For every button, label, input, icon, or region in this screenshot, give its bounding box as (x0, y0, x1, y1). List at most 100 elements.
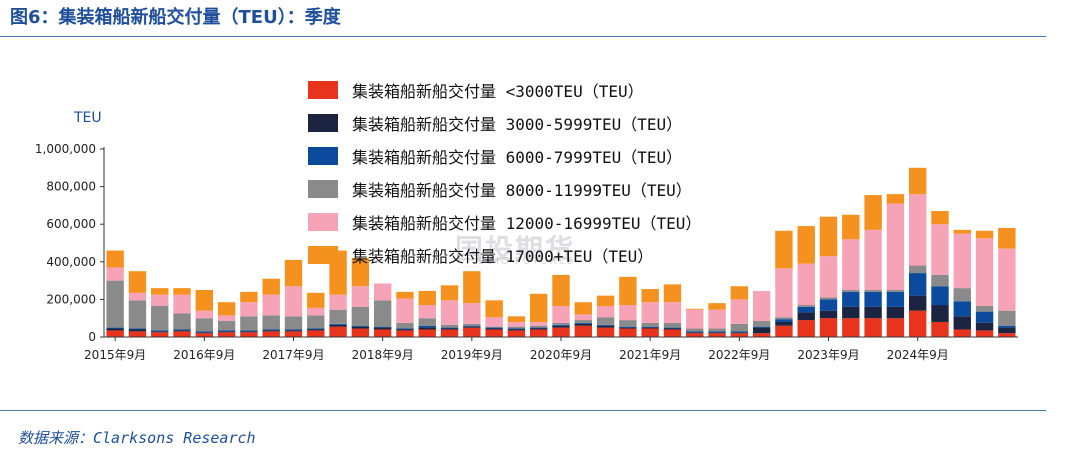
bar-segment-6 (418, 290, 436, 306)
bar-segment-3 (641, 326, 659, 328)
bar-segment-4 (530, 325, 548, 328)
x-tick-label: 2019年9月 (441, 348, 503, 362)
bar-segment-6 (507, 316, 526, 322)
bar-segment-3 (507, 328, 526, 330)
bar-segment-3 (663, 327, 682, 329)
bar-segment-4 (574, 320, 592, 323)
x-tick-label: 2018年9月 (352, 348, 414, 362)
y-tick-label: 200,000 (46, 292, 96, 306)
bar-segment-5 (307, 307, 325, 316)
bar-segment-2 (307, 329, 325, 331)
bar-segment-6 (351, 258, 370, 287)
bar-segment-3 (552, 324, 570, 326)
x-tick-label: 2015年9月 (84, 348, 146, 362)
bar-segment-6 (775, 230, 793, 269)
bar-segment-3 (908, 273, 927, 296)
bar-segment-2 (819, 310, 838, 319)
bar-segment-4 (507, 326, 526, 329)
bar-segment-2 (217, 331, 236, 333)
legend-swatch (308, 114, 338, 132)
bar-segment-5 (262, 294, 280, 316)
bar-segment-1 (284, 331, 303, 337)
bar-segment-4 (931, 274, 949, 287)
bar-segment-3 (440, 327, 459, 329)
x-tick-label: 2016年9月 (173, 348, 235, 362)
bar-segment-4 (552, 322, 570, 325)
bar-segment-6 (128, 271, 147, 293)
bar-segment-6 (240, 291, 258, 303)
bar-segment-5 (752, 290, 771, 322)
bar-segment-2 (908, 295, 927, 311)
y-tick-label: 400,000 (46, 255, 96, 269)
bar-segment-3 (151, 330, 169, 332)
bar-segment-6 (396, 291, 414, 299)
bar-segment-4 (128, 300, 147, 329)
bar-segment-2 (329, 324, 347, 327)
bar-segment-3 (240, 330, 258, 332)
legend-item: 集装箱船新船交付量 6000-7999TEU（TEU） (308, 140, 728, 173)
bar-segment-1 (864, 318, 882, 337)
y-tick-label: 0 (88, 330, 96, 344)
bar-segment-4 (418, 318, 436, 326)
bar-segment-4 (663, 322, 682, 328)
bar-segment-1 (908, 310, 927, 337)
bar-segment-2 (128, 329, 147, 332)
bar-segment-4 (775, 317, 793, 320)
bar-segment-3 (530, 327, 548, 329)
bar-segment-1 (775, 325, 793, 337)
bar-segment-4 (686, 328, 704, 332)
bar-segment-5 (552, 305, 570, 323)
x-tick-label: 2021年9月 (619, 348, 681, 362)
bar-segment-3 (775, 319, 793, 322)
legend-item: 集装箱船新船交付量 17000+TEU（TEU） (308, 239, 728, 272)
bar-segment-3 (686, 331, 704, 333)
bar-segment-5 (507, 321, 526, 327)
bar-segment-6 (998, 227, 1016, 249)
bar-segment-6 (307, 292, 325, 308)
bar-segment-5 (418, 305, 436, 319)
bar-segment-1 (819, 318, 838, 337)
bar-segment-2 (418, 327, 436, 330)
bar-segment-3 (307, 328, 325, 330)
legend-swatch (308, 180, 338, 198)
bar-segment-6 (619, 276, 637, 306)
bar-segment-2 (574, 323, 592, 326)
bar-segment-5 (864, 229, 882, 290)
bar-segment-2 (262, 330, 280, 332)
y-tick-label: 600,000 (46, 217, 96, 231)
bar-segment-3 (574, 322, 592, 324)
bar-segment-3 (797, 306, 815, 313)
bar-segment-6 (663, 284, 682, 303)
bar-segment-2 (485, 328, 503, 330)
bar-segment-2 (396, 329, 414, 331)
x-tick-label: 2020年9月 (530, 348, 592, 362)
bar-segment-2 (619, 327, 637, 329)
bar-segment-2 (507, 329, 526, 331)
bar-segment-2 (195, 332, 214, 334)
bar-segment-1 (151, 332, 169, 337)
bar-segment-3 (396, 328, 414, 330)
bar-segment-4 (195, 318, 214, 332)
bar-segment-3 (596, 324, 615, 326)
bar-segment-4 (975, 305, 994, 312)
bar-segment-5 (998, 248, 1016, 311)
legend-swatch (308, 81, 338, 99)
bar-segment-2 (730, 332, 749, 334)
bar-segment-5 (195, 310, 214, 319)
bar-segment-5 (596, 305, 615, 318)
legend-item: 集装箱船新船交付量 12000-16999TEU（TEU） (308, 206, 728, 239)
bar-segment-4 (329, 309, 347, 324)
bar-segment-4 (953, 288, 971, 302)
legend-swatch (308, 246, 338, 264)
bar-segment-1 (262, 331, 280, 337)
bar-segment-4 (619, 320, 637, 327)
x-tick-label: 2022年9月 (708, 348, 770, 362)
bar-segment-1 (418, 329, 436, 337)
bar-segment-1 (552, 327, 570, 337)
bar-segment-5 (730, 299, 749, 324)
bar-segment-1 (329, 326, 347, 337)
bar-segment-6 (173, 288, 191, 295)
bar-segment-4 (463, 323, 481, 326)
bar-segment-2 (998, 327, 1016, 334)
